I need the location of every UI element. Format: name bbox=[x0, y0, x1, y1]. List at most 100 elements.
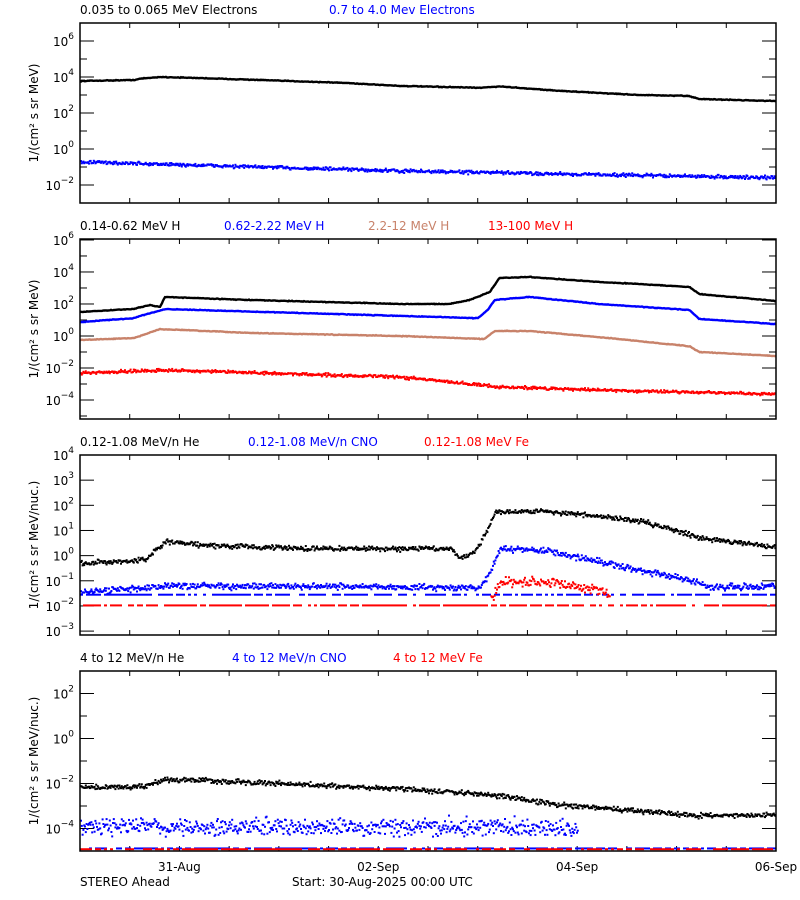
data-point bbox=[496, 510, 499, 513]
data-point bbox=[757, 176, 760, 179]
data-point bbox=[196, 583, 199, 586]
data-point bbox=[562, 552, 565, 555]
data-point bbox=[196, 541, 199, 544]
data-point bbox=[384, 785, 387, 788]
data-point bbox=[632, 518, 634, 521]
data-point bbox=[275, 373, 278, 376]
data-point bbox=[623, 174, 626, 177]
data-point bbox=[446, 604, 449, 607]
data-point bbox=[615, 515, 618, 518]
data-point bbox=[375, 784, 378, 787]
data-point bbox=[733, 176, 736, 179]
data-point bbox=[570, 583, 573, 586]
data-point bbox=[272, 584, 274, 587]
data-point bbox=[763, 176, 766, 178]
data-point bbox=[502, 547, 505, 550]
data-point bbox=[116, 604, 119, 607]
data-point bbox=[425, 604, 428, 607]
data-point bbox=[337, 584, 340, 587]
data-point bbox=[89, 159, 92, 162]
data-point bbox=[668, 604, 671, 607]
data-point bbox=[708, 584, 711, 587]
data-point bbox=[155, 604, 158, 607]
data-point bbox=[281, 604, 284, 607]
data-point bbox=[491, 518, 494, 521]
data-point bbox=[431, 585, 434, 588]
data-point bbox=[554, 172, 557, 174]
data-point bbox=[491, 793, 494, 796]
data-point bbox=[423, 787, 426, 790]
data-point bbox=[557, 604, 560, 607]
data-point bbox=[220, 543, 223, 546]
data-point bbox=[420, 586, 422, 588]
data-point bbox=[176, 584, 179, 587]
data-point bbox=[132, 370, 134, 373]
data-point bbox=[455, 604, 458, 607]
data-point bbox=[381, 787, 384, 790]
data-point bbox=[250, 546, 253, 549]
data-point bbox=[328, 784, 330, 787]
data-point bbox=[638, 593, 641, 596]
data-point bbox=[763, 543, 766, 546]
data-point bbox=[145, 786, 148, 789]
data-point bbox=[404, 378, 407, 381]
data-point bbox=[494, 604, 497, 607]
data-point bbox=[460, 588, 462, 591]
data-point bbox=[725, 604, 728, 607]
data-point bbox=[235, 778, 238, 781]
data-point bbox=[313, 549, 316, 552]
data-point bbox=[217, 582, 220, 585]
data-point bbox=[115, 160, 118, 163]
data-point bbox=[184, 777, 187, 780]
data-point bbox=[356, 546, 359, 549]
data-point bbox=[700, 536, 702, 539]
data-point bbox=[643, 569, 646, 572]
data-point bbox=[692, 604, 695, 607]
data-point bbox=[233, 166, 236, 169]
data-point bbox=[468, 553, 470, 556]
data-point bbox=[198, 369, 201, 372]
data-point bbox=[560, 514, 562, 517]
data-point bbox=[605, 516, 608, 519]
data-point bbox=[664, 176, 666, 179]
data-point bbox=[744, 541, 746, 544]
data-point bbox=[154, 779, 157, 781]
data-point bbox=[581, 807, 584, 810]
data-point bbox=[368, 170, 371, 173]
data-point bbox=[670, 527, 673, 530]
data-point bbox=[248, 780, 251, 783]
data-point bbox=[603, 808, 606, 811]
data-point bbox=[745, 543, 748, 546]
data-point bbox=[484, 171, 487, 174]
data-point bbox=[554, 554, 557, 557]
data-point bbox=[620, 604, 623, 607]
data-point bbox=[386, 604, 389, 607]
data-point bbox=[219, 583, 222, 586]
data-point bbox=[618, 567, 621, 570]
data-point bbox=[452, 549, 455, 552]
data-point bbox=[314, 785, 317, 788]
data-point bbox=[591, 583, 594, 586]
data-point bbox=[220, 783, 223, 785]
data-point bbox=[275, 593, 278, 596]
data-point bbox=[200, 604, 203, 607]
data-point bbox=[478, 544, 481, 547]
data-point bbox=[533, 580, 536, 583]
data-point bbox=[434, 378, 437, 381]
data-point bbox=[407, 376, 410, 379]
data-point bbox=[519, 172, 522, 175]
data-point bbox=[332, 583, 335, 586]
data-point bbox=[176, 780, 179, 783]
data-point bbox=[88, 562, 90, 565]
data-point bbox=[651, 575, 654, 578]
data-point bbox=[116, 587, 119, 590]
data-point bbox=[648, 523, 650, 525]
data-point bbox=[537, 174, 540, 177]
data-point bbox=[688, 174, 691, 177]
data-point bbox=[553, 549, 556, 552]
data-point bbox=[600, 559, 603, 562]
data-point bbox=[264, 370, 266, 373]
data-point bbox=[212, 604, 215, 607]
data-point bbox=[137, 784, 140, 787]
series-line bbox=[80, 75, 776, 103]
